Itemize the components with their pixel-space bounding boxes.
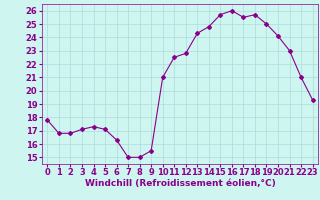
X-axis label: Windchill (Refroidissement éolien,°C): Windchill (Refroidissement éolien,°C): [84, 179, 276, 188]
